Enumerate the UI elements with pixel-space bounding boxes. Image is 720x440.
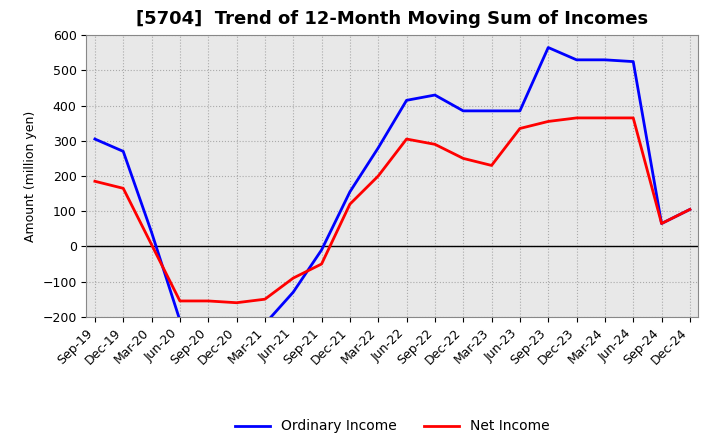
Ordinary Income xyxy=(289,290,297,295)
Net Income xyxy=(233,300,241,305)
Ordinary Income xyxy=(572,57,581,62)
Net Income xyxy=(487,163,496,168)
Net Income xyxy=(600,115,609,121)
Ordinary Income xyxy=(176,318,184,323)
Ordinary Income xyxy=(91,136,99,142)
Net Income xyxy=(629,115,637,121)
Net Income xyxy=(261,297,269,302)
Net Income xyxy=(176,298,184,304)
Ordinary Income xyxy=(402,98,411,103)
Net Income xyxy=(459,156,467,161)
Net Income xyxy=(431,142,439,147)
Net Income xyxy=(119,186,127,191)
Net Income xyxy=(91,179,99,184)
Net Income xyxy=(374,173,382,179)
Net Income xyxy=(685,207,694,212)
Line: Ordinary Income: Ordinary Income xyxy=(95,48,690,327)
Net Income xyxy=(544,119,552,124)
Net Income xyxy=(402,136,411,142)
Ordinary Income xyxy=(431,92,439,98)
Ordinary Income xyxy=(119,149,127,154)
Ordinary Income xyxy=(233,325,241,330)
Ordinary Income xyxy=(318,247,326,253)
Ordinary Income xyxy=(261,321,269,326)
Ordinary Income xyxy=(629,59,637,64)
Ordinary Income xyxy=(148,230,156,235)
Net Income xyxy=(346,202,354,207)
Ordinary Income xyxy=(600,57,609,62)
Ordinary Income xyxy=(544,45,552,50)
Net Income xyxy=(516,126,524,131)
Net Income xyxy=(318,261,326,267)
Y-axis label: Amount (million yen): Amount (million yen) xyxy=(24,110,37,242)
Net Income xyxy=(289,275,297,281)
Ordinary Income xyxy=(657,221,666,226)
Ordinary Income xyxy=(487,108,496,114)
Net Income xyxy=(204,298,212,304)
Line: Net Income: Net Income xyxy=(95,118,690,303)
Ordinary Income xyxy=(346,189,354,194)
Net Income xyxy=(572,115,581,121)
Ordinary Income xyxy=(204,323,212,328)
Ordinary Income xyxy=(516,108,524,114)
Ordinary Income xyxy=(459,108,467,114)
Ordinary Income xyxy=(685,207,694,212)
Net Income xyxy=(657,221,666,226)
Net Income xyxy=(148,242,156,247)
Title: [5704]  Trend of 12-Month Moving Sum of Incomes: [5704] Trend of 12-Month Moving Sum of I… xyxy=(136,10,649,28)
Legend: Ordinary Income, Net Income: Ordinary Income, Net Income xyxy=(230,414,555,439)
Ordinary Income xyxy=(374,145,382,150)
